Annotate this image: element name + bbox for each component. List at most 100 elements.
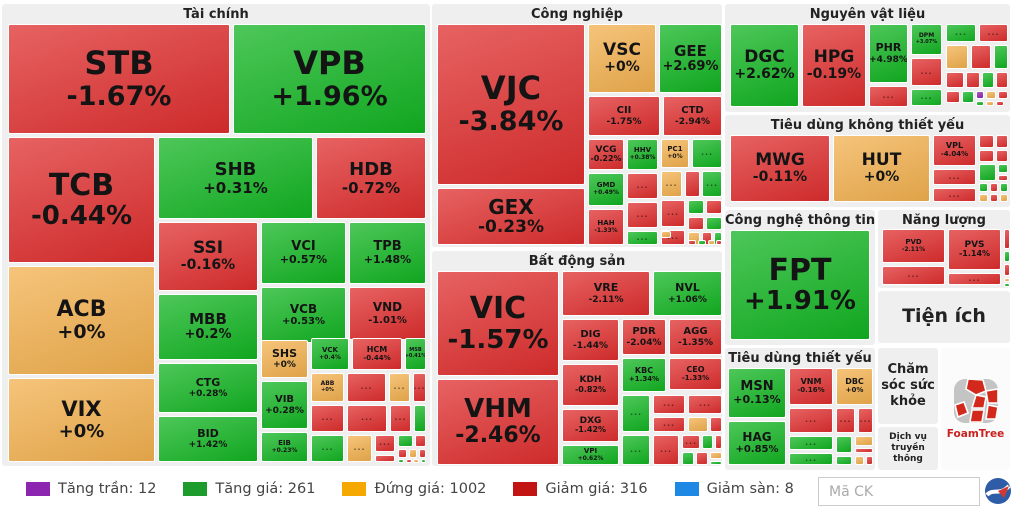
tile-small[interactable]: ... bbox=[622, 435, 650, 465]
tile-small[interactable]: ... bbox=[661, 200, 685, 227]
tile-small[interactable] bbox=[698, 240, 706, 245]
tile-small[interactable] bbox=[715, 435, 722, 449]
tile-small[interactable] bbox=[706, 217, 722, 230]
tile-gmd[interactable]: GMD +0.49% bbox=[588, 173, 624, 206]
tile-small[interactable]: ... bbox=[946, 24, 976, 42]
tile-vpi[interactable]: VPI +0.62% bbox=[562, 445, 619, 465]
tile-agg[interactable]: AGG -1.35% bbox=[669, 319, 722, 355]
tile-small[interactable] bbox=[855, 456, 864, 465]
tile-small[interactable] bbox=[986, 101, 994, 106]
tile-small[interactable] bbox=[688, 200, 704, 214]
tile-cii[interactable]: CII -1.75% bbox=[588, 96, 660, 136]
tile-small[interactable] bbox=[696, 452, 708, 465]
tile-vnd[interactable]: VND -1.01% bbox=[349, 287, 426, 340]
tile-small[interactable] bbox=[976, 91, 984, 99]
tile-small[interactable] bbox=[962, 91, 974, 103]
tile-small[interactable] bbox=[688, 240, 696, 245]
tile-bid[interactable]: BID +1.42% bbox=[158, 416, 258, 462]
tile-small[interactable] bbox=[1004, 278, 1010, 282]
tile-small[interactable]: ... bbox=[653, 395, 685, 414]
tile-small[interactable]: ... bbox=[692, 139, 722, 168]
tile-small[interactable] bbox=[375, 455, 395, 462]
tile-hag[interactable]: HAG +0.85% bbox=[728, 421, 786, 465]
tile-small[interactable]: ... bbox=[627, 202, 658, 228]
tile-small[interactable] bbox=[976, 101, 984, 106]
tile-small[interactable]: ... bbox=[661, 171, 682, 197]
tile-stb[interactable]: STB -1.67% bbox=[8, 24, 230, 134]
tile-mbb[interactable]: MBB +0.2% bbox=[158, 294, 258, 360]
tile-vci[interactable]: VCI +0.57% bbox=[261, 222, 346, 284]
tile-vcb[interactable]: VCB +0.53% bbox=[261, 287, 346, 343]
tile-small[interactable] bbox=[946, 45, 968, 69]
tile-small[interactable] bbox=[994, 45, 1008, 69]
tile-small[interactable]: ... bbox=[627, 231, 658, 245]
tile-small[interactable]: ... bbox=[789, 408, 833, 433]
tile-small[interactable] bbox=[979, 135, 994, 148]
tile-small[interactable] bbox=[990, 183, 998, 192]
tile-small[interactable]: ... bbox=[979, 24, 1008, 42]
tile-small[interactable] bbox=[998, 91, 1008, 99]
tile-small[interactable]: ... bbox=[869, 86, 908, 107]
tile-small[interactable]: ... bbox=[311, 435, 344, 462]
tile-pvd[interactable]: PVD -2.11% bbox=[882, 229, 945, 263]
tile-small[interactable] bbox=[836, 436, 852, 453]
tile-shs[interactable]: SHS +0% bbox=[261, 340, 308, 378]
tile-kbc[interactable]: KBC +1.34% bbox=[622, 358, 666, 392]
tile-small[interactable] bbox=[990, 194, 998, 202]
tile-vhm[interactable]: VHM -2.46% bbox=[437, 379, 559, 465]
tile-msb[interactable]: MSB +0.41% bbox=[405, 338, 426, 370]
tile-small[interactable] bbox=[982, 72, 994, 88]
tile-small[interactable] bbox=[998, 164, 1008, 173]
tile-small[interactable] bbox=[996, 72, 1008, 88]
tile-small[interactable] bbox=[414, 405, 426, 432]
tile-vix[interactable]: VIX +0% bbox=[8, 378, 155, 462]
tile-vpl[interactable]: VPL -4.04% bbox=[933, 135, 976, 166]
tile-vsc[interactable]: VSC +0% bbox=[588, 24, 656, 93]
tile-small[interactable]: ... bbox=[627, 173, 658, 199]
tile-hdb[interactable]: HDB -0.72% bbox=[316, 137, 426, 219]
tile-small[interactable]: ... bbox=[347, 405, 387, 432]
foamtree-attribution[interactable]: FoamTree bbox=[941, 348, 1010, 470]
tile-gee[interactable]: GEE +2.69% bbox=[659, 24, 722, 93]
tile-small[interactable]: ... bbox=[389, 373, 410, 402]
tile-vre[interactable]: VRE -2.11% bbox=[562, 271, 650, 316]
tile-small[interactable]: ... bbox=[390, 405, 411, 432]
tile-dpm[interactable]: DPM +3.07% bbox=[911, 24, 942, 55]
tile-hhv[interactable]: HHV +0.38% bbox=[627, 139, 658, 170]
tile-small[interactable] bbox=[413, 459, 419, 463]
tile-small[interactable]: ... bbox=[948, 273, 1001, 285]
tile-small[interactable]: ... bbox=[882, 266, 945, 285]
tile-small[interactable] bbox=[415, 435, 426, 447]
tile-small[interactable] bbox=[419, 449, 426, 458]
tile-small[interactable] bbox=[421, 459, 426, 463]
tile-small[interactable]: ... bbox=[347, 373, 386, 402]
tile-nvl[interactable]: NVL +1.06% bbox=[653, 271, 722, 316]
tile-tpb[interactable]: TPB +1.48% bbox=[349, 222, 426, 284]
tile-ssi[interactable]: SSI -0.16% bbox=[158, 222, 258, 291]
globe-logo-icon[interactable] bbox=[985, 478, 1011, 504]
tile-vic[interactable]: VIC -1.57% bbox=[437, 271, 559, 376]
tile-gex[interactable]: GEX -0.23% bbox=[437, 188, 585, 245]
tile-small[interactable]: ... bbox=[789, 436, 833, 450]
tile-small[interactable] bbox=[979, 183, 988, 192]
tile-small[interactable]: ... bbox=[347, 435, 372, 462]
tile-abb[interactable]: ABB +0% bbox=[311, 373, 344, 402]
tile-small[interactable]: ... bbox=[653, 417, 685, 432]
tile-small[interactable] bbox=[979, 194, 988, 202]
tile-shb[interactable]: SHB +0.31% bbox=[158, 137, 313, 219]
tile-small[interactable] bbox=[836, 456, 852, 465]
tile-phr[interactable]: PHR +4.98% bbox=[869, 24, 908, 83]
tile-small[interactable] bbox=[946, 91, 960, 103]
tile-small[interactable] bbox=[688, 217, 704, 230]
tile-small[interactable]: ... bbox=[858, 408, 873, 433]
tile-small[interactable]: ... bbox=[688, 395, 722, 414]
tile-hpg[interactable]: HPG -0.19% bbox=[802, 24, 866, 107]
tile-small[interactable] bbox=[971, 45, 991, 69]
ticker-search-input[interactable] bbox=[818, 477, 980, 506]
tile-small[interactable] bbox=[398, 449, 407, 458]
tile-ceo[interactable]: CEO -1.33% bbox=[669, 358, 722, 390]
tile-small[interactable] bbox=[1000, 183, 1008, 192]
tile-small[interactable] bbox=[966, 72, 980, 88]
tile-small[interactable]: ... bbox=[789, 453, 833, 465]
tile-small[interactable] bbox=[702, 435, 713, 449]
